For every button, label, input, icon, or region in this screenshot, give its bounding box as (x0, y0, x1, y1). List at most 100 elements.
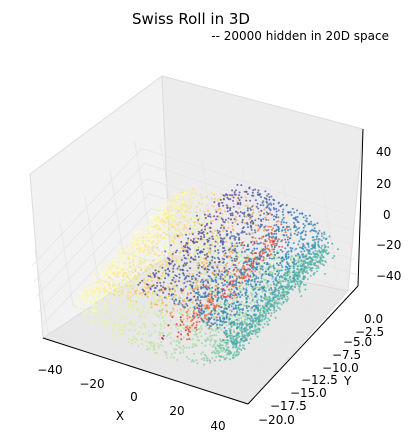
scatter-point (266, 205, 269, 208)
scatter-point (134, 341, 137, 344)
scatter-point (144, 279, 147, 282)
scatter-point (231, 274, 234, 276)
scatter-point (161, 237, 164, 240)
scatter-point (215, 210, 218, 213)
scatter-point (143, 265, 146, 268)
scatter-point (205, 295, 208, 298)
scatter-point (183, 224, 186, 227)
scatter-point (157, 259, 160, 261)
scatter-point (187, 216, 190, 219)
scatter-point (185, 356, 188, 358)
scatter-point (220, 300, 223, 303)
scatter-point (222, 250, 225, 253)
scatter-point (142, 236, 145, 239)
scatter-point (207, 268, 210, 271)
scatter-point (302, 272, 304, 275)
scatter-point (297, 253, 300, 256)
scatter-point (239, 269, 242, 272)
scatter-point (267, 237, 270, 240)
scatter-point (238, 238, 241, 241)
scatter-point (221, 238, 224, 240)
scatter-point (245, 215, 248, 218)
scatter-point (299, 265, 302, 268)
scatter-point (95, 287, 98, 290)
scatter-point (268, 257, 271, 260)
scatter-point (139, 292, 142, 295)
scatter-point (277, 209, 280, 212)
scatter-point (167, 295, 170, 298)
scatter-point (159, 236, 162, 239)
scatter-point (131, 275, 133, 278)
scatter-point (199, 299, 202, 302)
scatter-point (220, 193, 223, 196)
scatter-point (172, 296, 175, 299)
scatter-point (275, 216, 278, 219)
scatter-point (102, 269, 105, 271)
scatter-point (149, 272, 152, 275)
scatter-point (133, 253, 136, 256)
scatter-point (152, 245, 155, 248)
scatter-point (266, 283, 269, 286)
scatter-point (136, 244, 139, 246)
scatter-point (232, 277, 235, 280)
scatter-point (284, 272, 287, 275)
scatter-point (114, 307, 117, 310)
scatter-point (240, 326, 243, 329)
scatter-point (93, 291, 96, 294)
scatter-point (172, 356, 175, 359)
scatter-point (158, 277, 161, 280)
scatter-point (155, 263, 158, 266)
scatter-point (154, 344, 156, 347)
scatter-point (275, 279, 278, 282)
scatter-point (244, 315, 247, 318)
scatter-point (267, 307, 270, 310)
scatter-point (171, 252, 174, 255)
scatter-point (252, 251, 255, 254)
scatter-point (239, 211, 242, 213)
scatter-point (285, 234, 288, 237)
scatter-point (213, 257, 216, 260)
scatter-point (277, 264, 280, 267)
scatter-point (150, 301, 153, 304)
scatter-point (268, 289, 271, 292)
scatter-point (273, 307, 276, 310)
scatter-point (120, 314, 123, 317)
scatter-point (281, 229, 284, 232)
scatter-point (184, 263, 187, 266)
scatter-point (132, 264, 135, 267)
scatter-point (114, 266, 117, 269)
scatter-point (180, 242, 182, 245)
scatter-point (271, 303, 273, 306)
scatter-point (113, 274, 116, 277)
scatter-point (279, 287, 282, 290)
scatter-point (141, 259, 144, 262)
scatter-point (173, 211, 175, 214)
scatter-point (159, 221, 161, 223)
scatter-point (266, 323, 269, 326)
scatter-point (119, 333, 122, 336)
scatter-point (183, 281, 186, 284)
scatter-point (254, 188, 257, 191)
scatter-point (251, 213, 254, 216)
scatter-point (221, 243, 224, 246)
scatter-point (194, 237, 197, 240)
scatter-point (129, 323, 131, 326)
scatter-point (159, 343, 162, 346)
scatter-point (302, 253, 305, 256)
scatter-point (278, 286, 281, 289)
scatter-point (149, 285, 152, 288)
scatter-point (198, 277, 201, 280)
scatter-point (203, 213, 206, 216)
scatter-point (168, 259, 171, 261)
scatter-point (229, 194, 232, 196)
scatter-point (169, 327, 172, 330)
scatter-point (240, 274, 243, 277)
scatter-point (136, 297, 139, 299)
scatter-point (101, 298, 104, 301)
scatter-point (192, 275, 195, 278)
scatter-point (186, 312, 189, 315)
scatter-point (261, 268, 264, 271)
scatter-point (259, 309, 262, 312)
scatter-point (209, 215, 212, 218)
scatter-point (290, 258, 292, 261)
